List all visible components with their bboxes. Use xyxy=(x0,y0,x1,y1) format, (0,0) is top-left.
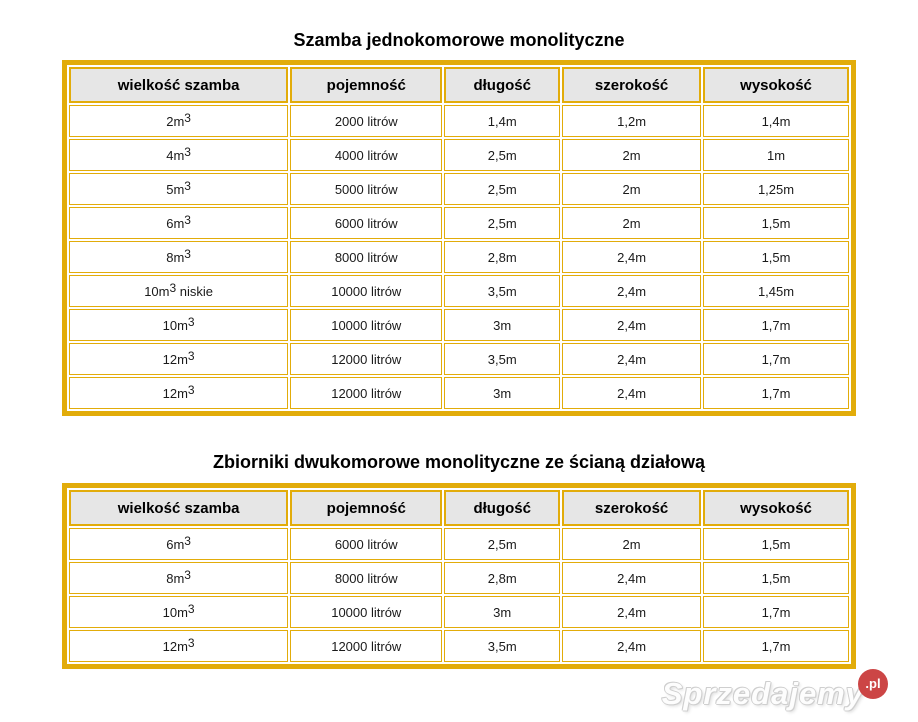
cell-height: 1,5m xyxy=(703,241,849,273)
cell-width: 2m xyxy=(562,207,702,239)
table-row: 12m3 12000 litrów 3,5m 2,4m 1,7m xyxy=(69,630,849,662)
table-row: 8m3 8000 litrów 2,8m 2,4m 1,5m xyxy=(69,241,849,273)
cell-capacity: 4000 litrów xyxy=(290,139,443,171)
cell-width: 2,4m xyxy=(562,275,702,307)
column-header: długość xyxy=(444,490,561,526)
cell-width: 2m xyxy=(562,173,702,205)
cell-size: 10m3 xyxy=(69,309,289,341)
cell-height: 1,7m xyxy=(703,343,849,375)
cell-length: 3,5m xyxy=(444,630,561,662)
cell-size: 6m3 xyxy=(69,528,289,560)
cell-height: 1m xyxy=(703,139,849,171)
table-row: 4m3 4000 litrów 2,5m 2m 1m xyxy=(69,139,849,171)
cell-width: 2,4m xyxy=(562,241,702,273)
cell-length: 2,5m xyxy=(444,173,561,205)
cell-capacity: 12000 litrów xyxy=(290,343,443,375)
cell-length: 3,5m xyxy=(444,343,561,375)
cell-height: 1,45m xyxy=(703,275,849,307)
table-row: 6m3 6000 litrów 2,5m 2m 1,5m xyxy=(69,207,849,239)
table-row: 2m3 2000 litrów 1,4m 1,2m 1,4m xyxy=(69,105,849,137)
cell-capacity: 10000 litrów xyxy=(290,309,443,341)
cell-height: 1,7m xyxy=(703,377,849,409)
cell-length: 2,8m xyxy=(444,241,561,273)
cell-capacity: 6000 litrów xyxy=(290,207,443,239)
cell-height: 1,7m xyxy=(703,596,849,628)
cell-capacity: 10000 litrów xyxy=(290,596,443,628)
table-row: 10m3 10000 litrów 3m 2,4m 1,7m xyxy=(69,309,849,341)
cell-size: 12m3 xyxy=(69,377,289,409)
cell-width: 2,4m xyxy=(562,562,702,594)
cell-length: 2,8m xyxy=(444,562,561,594)
cell-capacity: 2000 litrów xyxy=(290,105,443,137)
cell-height: 1,5m xyxy=(703,528,849,560)
cell-height: 1,7m xyxy=(703,309,849,341)
cell-capacity: 5000 litrów xyxy=(290,173,443,205)
cell-height: 1,5m xyxy=(703,562,849,594)
table-szamba-jednokomorowe: wielkość szamba pojemność długość szerokość… xyxy=(62,60,856,416)
cell-width: 2,4m xyxy=(562,309,702,341)
column-header: wysokość xyxy=(703,490,849,526)
watermark-logo: Sprzedajemy.pl xyxy=(662,669,888,712)
cell-height: 1,5m xyxy=(703,207,849,239)
cell-capacity: 8000 litrów xyxy=(290,562,443,594)
watermark-pl-badge: .pl xyxy=(858,669,888,699)
cell-width: 1,2m xyxy=(562,105,702,137)
table-row: 10m3 10000 litrów 3m 2,4m 1,7m xyxy=(69,596,849,628)
cell-size: 8m3 xyxy=(69,562,289,594)
column-header: pojemność xyxy=(290,67,443,103)
table-title-jednokomorowe: Szamba jednokomorowe monolityczne xyxy=(293,30,625,50)
watermark-text: Sprzedajemy xyxy=(661,676,864,711)
cell-capacity: 12000 litrów xyxy=(290,377,443,409)
column-header: wysokość xyxy=(703,67,849,103)
cell-length: 3m xyxy=(444,309,561,341)
cell-capacity: 12000 litrów xyxy=(290,630,443,662)
cell-width: 2,4m xyxy=(562,377,702,409)
header-row: wielkość szamba pojemność długość szerokość… xyxy=(69,67,849,103)
page: Szamba jednokomorowe monolityczne wielko… xyxy=(62,30,856,669)
table-row: 10m3 niskie 10000 litrów 3,5m 2,4m 1,45m xyxy=(69,275,849,307)
cell-length: 2,5m xyxy=(444,528,561,560)
cell-size: 10m3 xyxy=(69,596,289,628)
cell-width: 2,4m xyxy=(562,630,702,662)
column-header: pojemność xyxy=(290,490,443,526)
cell-length: 3,5m xyxy=(444,275,561,307)
cell-width: 2,4m xyxy=(562,343,702,375)
cell-size: 6m3 xyxy=(69,207,289,239)
cell-length: 1,4m xyxy=(444,105,561,137)
cell-width: 2m xyxy=(562,528,702,560)
cell-size: 10m3 niskie xyxy=(69,275,289,307)
cell-length: 2,5m xyxy=(444,207,561,239)
cell-width: 2,4m xyxy=(562,596,702,628)
cell-length: 3m xyxy=(444,596,561,628)
cell-capacity: 8000 litrów xyxy=(290,241,443,273)
cell-height: 1,25m xyxy=(703,173,849,205)
cell-size: 12m3 xyxy=(69,343,289,375)
table-row: 5m3 5000 litrów 2,5m 2m 1,25m xyxy=(69,173,849,205)
column-header: wielkość szamba xyxy=(69,490,289,526)
column-header: szerokość xyxy=(562,490,702,526)
table-zbiorniki-dwukomorowe: wielkość szamba pojemność długość szerokość… xyxy=(62,483,856,669)
cell-capacity: 6000 litrów xyxy=(290,528,443,560)
cell-size: 2m3 xyxy=(69,105,289,137)
cell-length: 3m xyxy=(444,377,561,409)
header-row: wielkość szamba pojemność długość szerokość… xyxy=(69,490,849,526)
table-title-dwukomorowe: Zbiorniki dwukomorowe monolityczne ze śc… xyxy=(212,452,706,472)
cell-height: 1,4m xyxy=(703,105,849,137)
cell-width: 2m xyxy=(562,139,702,171)
column-header: szerokość xyxy=(562,67,702,103)
cell-capacity: 10000 litrów xyxy=(290,275,443,307)
cell-length: 2,5m xyxy=(444,139,561,171)
cell-size: 8m3 xyxy=(69,241,289,273)
cell-height: 1,7m xyxy=(703,630,849,662)
column-header: długość xyxy=(444,67,561,103)
table-row: 12m3 12000 litrów 3m 2,4m 1,7m xyxy=(69,377,849,409)
column-header: wielkość szamba xyxy=(69,67,289,103)
table-row: 12m3 12000 litrów 3,5m 2,4m 1,7m xyxy=(69,343,849,375)
cell-size: 12m3 xyxy=(69,630,289,662)
cell-size: 4m3 xyxy=(69,139,289,171)
table-row: 8m3 8000 litrów 2,8m 2,4m 1,5m xyxy=(69,562,849,594)
cell-size: 5m3 xyxy=(69,173,289,205)
table-row: 6m3 6000 litrów 2,5m 2m 1,5m xyxy=(69,528,849,560)
